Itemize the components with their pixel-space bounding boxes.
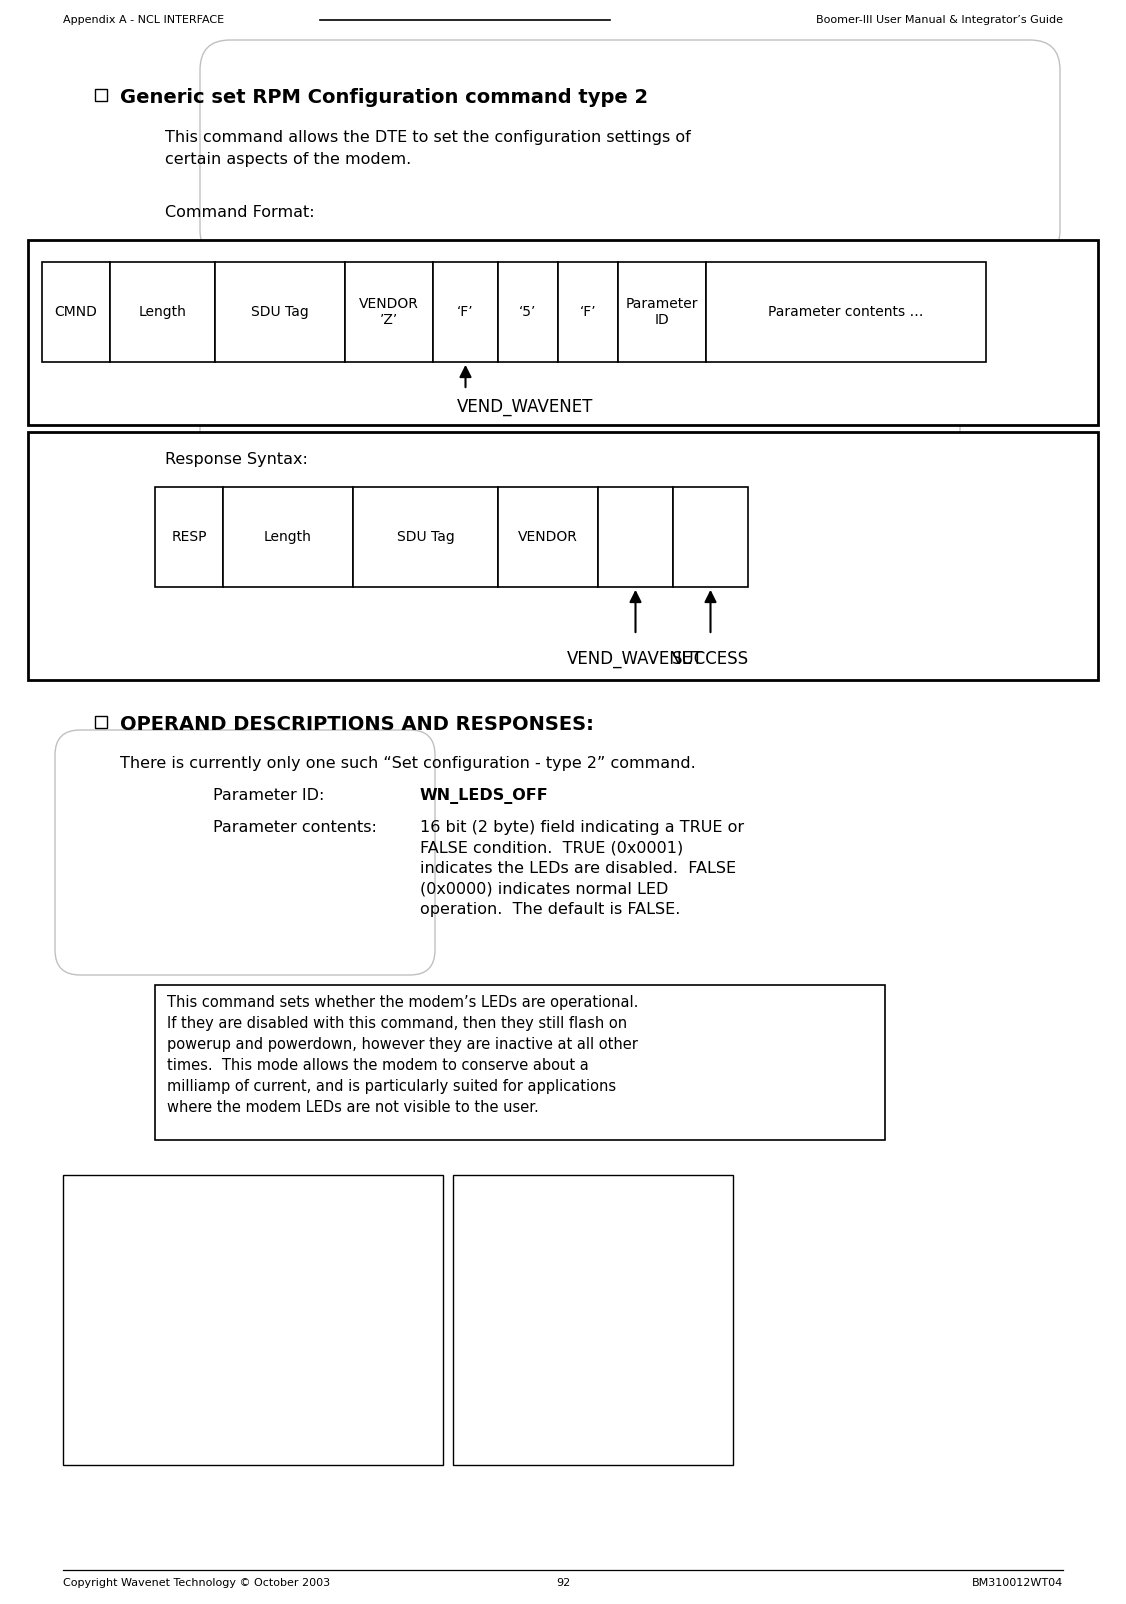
Text: ‘5’: ‘5’ (519, 305, 537, 319)
Text: SUCCESS: SUCCESS (672, 650, 749, 667)
Bar (558, 261, 618, 363)
Text: 92: 92 (556, 1578, 570, 1588)
Text: VEND_WAVENET: VEND_WAVENET (568, 650, 704, 667)
Bar (673, 488, 748, 587)
Bar (598, 488, 673, 587)
Text: CMND: CMND (54, 305, 98, 319)
Text: Length: Length (265, 529, 312, 544)
Bar (706, 261, 986, 363)
Bar (155, 488, 223, 587)
Text: 16 bit (2 byte) field indicating a TRUE or
FALSE condition.  TRUE (0x0001)
indic: 16 bit (2 byte) field indicating a TRUE … (420, 820, 744, 916)
Text: Parameter ID:: Parameter ID: (213, 788, 324, 804)
Text: Parameter contents …: Parameter contents … (768, 305, 923, 319)
Text: There is currently only one such “Set configuration - type 2” command.: There is currently only one such “Set co… (120, 755, 696, 772)
Text: ‘F’: ‘F’ (457, 305, 474, 319)
Text: WN_LEDS_OFF: WN_LEDS_OFF (420, 788, 548, 804)
Bar (434, 261, 498, 363)
Text: Length: Length (138, 305, 187, 319)
Bar (352, 488, 498, 587)
Text: VEND_WAVENET: VEND_WAVENET (457, 398, 593, 415)
Text: OPERAND DESCRIPTIONS AND RESPONSES:: OPERAND DESCRIPTIONS AND RESPONSES: (120, 715, 593, 735)
FancyBboxPatch shape (55, 730, 435, 975)
Text: RESP: RESP (171, 529, 207, 544)
Text: Parameter contents:: Parameter contents: (213, 820, 377, 836)
Bar (498, 488, 598, 587)
Bar (28, 241, 1098, 425)
Text: This command sets whether the modem’s LEDs are operational.
If they are disabled: This command sets whether the modem’s LE… (167, 994, 638, 1115)
Text: SDU Tag: SDU Tag (396, 529, 455, 544)
Text: Command Format:: Command Format: (166, 205, 314, 220)
Bar (498, 261, 558, 363)
FancyBboxPatch shape (200, 40, 1060, 260)
Text: This command allows the DTE to set the configuration settings of
certain aspects: This command allows the DTE to set the c… (166, 130, 690, 167)
Bar (63, 1176, 443, 1464)
FancyBboxPatch shape (200, 350, 960, 541)
Text: Response Syntax:: Response Syntax: (166, 452, 307, 467)
Bar (95, 88, 107, 101)
Bar (215, 261, 345, 363)
Bar (28, 431, 1098, 680)
Bar (453, 1176, 733, 1464)
Text: Parameter
ID: Parameter ID (626, 297, 698, 327)
Text: SDU Tag: SDU Tag (251, 305, 309, 319)
Bar (110, 261, 215, 363)
Text: ‘F’: ‘F’ (580, 305, 597, 319)
Text: Copyright Wavenet Technology © October 2003: Copyright Wavenet Technology © October 2… (63, 1578, 330, 1588)
Text: BM310012WT04: BM310012WT04 (972, 1578, 1063, 1588)
Bar (223, 488, 352, 587)
Bar (618, 261, 706, 363)
Bar (155, 985, 885, 1140)
Text: VENDOR: VENDOR (518, 529, 578, 544)
Text: Appendix A - NCL INTERFACE: Appendix A - NCL INTERFACE (63, 14, 224, 26)
Text: VENDOR
’Z’: VENDOR ’Z’ (359, 297, 419, 327)
Text: Generic set RPM Configuration command type 2: Generic set RPM Configuration command ty… (120, 88, 649, 107)
Bar (42, 261, 110, 363)
Bar (95, 715, 107, 728)
Bar (345, 261, 434, 363)
Text: Boomer-III User Manual & Integrator’s Guide: Boomer-III User Manual & Integrator’s Gu… (816, 14, 1063, 26)
